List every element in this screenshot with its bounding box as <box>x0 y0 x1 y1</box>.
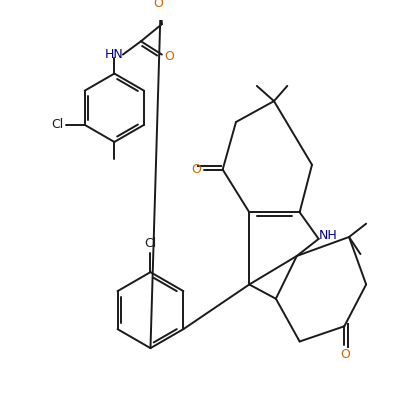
Text: Cl: Cl <box>144 237 156 250</box>
Text: NH: NH <box>319 228 337 242</box>
Text: Cl: Cl <box>51 118 63 131</box>
Text: O: O <box>165 50 175 63</box>
Text: O: O <box>340 348 350 361</box>
Text: O: O <box>191 163 201 176</box>
Text: HN: HN <box>105 48 124 61</box>
Text: O: O <box>153 0 163 10</box>
